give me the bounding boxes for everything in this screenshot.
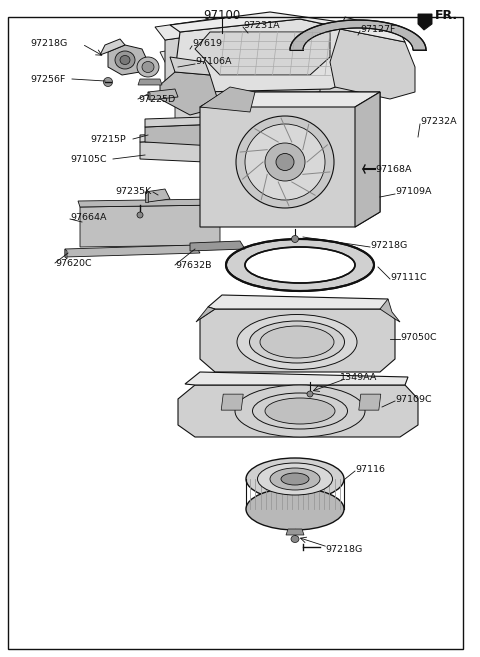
Polygon shape bbox=[155, 17, 310, 40]
Ellipse shape bbox=[245, 124, 325, 200]
Ellipse shape bbox=[137, 212, 143, 218]
Ellipse shape bbox=[246, 488, 344, 530]
Text: 97215P: 97215P bbox=[90, 135, 126, 143]
Ellipse shape bbox=[246, 458, 344, 500]
Ellipse shape bbox=[270, 468, 320, 490]
Ellipse shape bbox=[245, 247, 355, 283]
Text: 97218G: 97218G bbox=[325, 545, 362, 553]
Ellipse shape bbox=[281, 473, 309, 485]
Polygon shape bbox=[178, 385, 418, 437]
Polygon shape bbox=[145, 189, 170, 202]
Ellipse shape bbox=[260, 326, 334, 358]
Text: 97620C: 97620C bbox=[55, 258, 92, 267]
Polygon shape bbox=[148, 92, 150, 100]
Polygon shape bbox=[148, 89, 178, 100]
Polygon shape bbox=[160, 72, 220, 115]
Polygon shape bbox=[170, 12, 385, 37]
Text: 97256F: 97256F bbox=[30, 74, 65, 83]
Ellipse shape bbox=[291, 535, 299, 543]
Ellipse shape bbox=[235, 385, 365, 437]
Polygon shape bbox=[200, 87, 255, 112]
Text: 97232A: 97232A bbox=[420, 118, 456, 127]
Polygon shape bbox=[165, 30, 320, 99]
Ellipse shape bbox=[120, 55, 130, 64]
Polygon shape bbox=[145, 115, 270, 127]
Polygon shape bbox=[200, 92, 380, 107]
Ellipse shape bbox=[265, 143, 305, 181]
Ellipse shape bbox=[142, 62, 154, 72]
Polygon shape bbox=[340, 17, 405, 42]
Polygon shape bbox=[200, 309, 395, 372]
Text: 97109A: 97109A bbox=[395, 187, 432, 196]
Ellipse shape bbox=[237, 315, 357, 369]
Ellipse shape bbox=[236, 116, 334, 208]
Polygon shape bbox=[80, 205, 220, 247]
Text: 97100: 97100 bbox=[204, 9, 240, 22]
Text: 97619: 97619 bbox=[192, 39, 222, 49]
Polygon shape bbox=[355, 92, 380, 227]
Text: 1349AA: 1349AA bbox=[340, 373, 377, 382]
Text: 97632B: 97632B bbox=[175, 260, 212, 269]
Polygon shape bbox=[286, 529, 304, 535]
Text: 97235K: 97235K bbox=[115, 187, 151, 196]
Polygon shape bbox=[175, 19, 395, 92]
Ellipse shape bbox=[252, 393, 348, 429]
Ellipse shape bbox=[104, 78, 112, 87]
Text: 97105C: 97105C bbox=[70, 154, 107, 164]
Polygon shape bbox=[380, 299, 400, 322]
Polygon shape bbox=[330, 29, 415, 99]
Polygon shape bbox=[108, 45, 148, 75]
Polygon shape bbox=[138, 79, 162, 85]
Ellipse shape bbox=[291, 235, 299, 242]
Polygon shape bbox=[170, 57, 210, 75]
Ellipse shape bbox=[276, 154, 294, 171]
Text: 97127F: 97127F bbox=[360, 24, 396, 34]
Polygon shape bbox=[418, 14, 432, 30]
Polygon shape bbox=[140, 137, 298, 165]
Text: 97106A: 97106A bbox=[195, 58, 231, 66]
Text: 97050C: 97050C bbox=[400, 332, 437, 342]
Ellipse shape bbox=[250, 321, 345, 363]
Polygon shape bbox=[175, 22, 380, 102]
Text: 97111C: 97111C bbox=[390, 273, 427, 281]
Polygon shape bbox=[78, 199, 220, 207]
Polygon shape bbox=[290, 20, 426, 50]
Text: 97218G: 97218G bbox=[30, 39, 67, 49]
Polygon shape bbox=[100, 39, 125, 55]
Text: 97168A: 97168A bbox=[375, 164, 411, 173]
Polygon shape bbox=[65, 249, 67, 259]
Text: 97231A: 97231A bbox=[243, 20, 280, 30]
Polygon shape bbox=[196, 307, 215, 322]
Ellipse shape bbox=[226, 239, 374, 291]
Polygon shape bbox=[65, 245, 200, 257]
Polygon shape bbox=[145, 122, 290, 149]
Text: 97218G: 97218G bbox=[370, 240, 407, 250]
Polygon shape bbox=[359, 394, 381, 410]
Text: 97116: 97116 bbox=[355, 464, 385, 474]
Polygon shape bbox=[221, 394, 243, 410]
Polygon shape bbox=[145, 192, 148, 202]
Text: 97225D: 97225D bbox=[138, 95, 175, 104]
Polygon shape bbox=[195, 32, 330, 75]
Text: 97109C: 97109C bbox=[395, 394, 432, 403]
Text: FR.: FR. bbox=[435, 9, 458, 22]
Polygon shape bbox=[175, 57, 370, 167]
Polygon shape bbox=[200, 92, 380, 227]
Polygon shape bbox=[190, 241, 245, 251]
Ellipse shape bbox=[265, 398, 335, 424]
Text: 97664A: 97664A bbox=[70, 212, 107, 221]
Polygon shape bbox=[185, 372, 408, 385]
Polygon shape bbox=[140, 130, 275, 142]
Ellipse shape bbox=[307, 391, 313, 397]
Ellipse shape bbox=[137, 57, 159, 77]
Polygon shape bbox=[208, 295, 388, 309]
Polygon shape bbox=[340, 62, 370, 157]
Ellipse shape bbox=[115, 51, 135, 69]
Ellipse shape bbox=[257, 463, 333, 495]
Polygon shape bbox=[160, 37, 350, 82]
